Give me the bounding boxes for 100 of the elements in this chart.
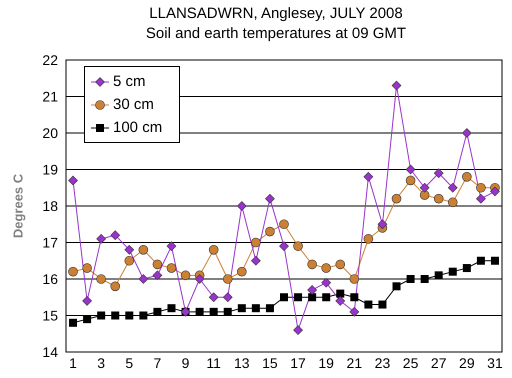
- point: [83, 315, 92, 324]
- point: [293, 241, 303, 251]
- point: [166, 241, 176, 251]
- point: [293, 325, 303, 335]
- point: [392, 194, 402, 204]
- x-tick-label: 19: [318, 354, 334, 371]
- point: [307, 260, 317, 270]
- point: [448, 182, 458, 193]
- point: [96, 234, 106, 244]
- point: [308, 293, 316, 302]
- point: [252, 304, 260, 312]
- legend-label: 5 cm: [113, 73, 146, 90]
- point: [166, 263, 176, 273]
- y-tick-label: 16: [42, 270, 58, 287]
- point: [167, 304, 176, 312]
- y-tick-label: 22: [42, 52, 58, 68]
- x-tick-label: 1: [69, 354, 78, 371]
- x-tick-label: 21: [346, 354, 362, 371]
- point: [406, 275, 415, 283]
- point: [110, 282, 120, 292]
- y-tick-label: 14: [42, 344, 58, 360]
- x-tick-label: 27: [430, 354, 447, 371]
- point: [392, 282, 401, 290]
- point: [251, 238, 261, 248]
- x-tick-label: 31: [487, 354, 503, 371]
- point: [448, 198, 458, 208]
- point: [335, 260, 346, 270]
- point: [97, 312, 106, 320]
- point: [237, 266, 247, 276]
- legend-label: 30 cm: [113, 96, 154, 113]
- point: [68, 266, 78, 276]
- point: [180, 270, 190, 280]
- point: [238, 304, 246, 312]
- point: [224, 308, 232, 316]
- point: [210, 308, 218, 316]
- point: [462, 172, 472, 182]
- point: [364, 172, 374, 182]
- point: [208, 292, 218, 302]
- point: [406, 164, 416, 174]
- point: [279, 219, 289, 230]
- point: [111, 312, 120, 320]
- point: [138, 274, 148, 284]
- point: [350, 274, 360, 284]
- x-tick-label: 15: [262, 354, 278, 371]
- point: [222, 292, 233, 302]
- point: [350, 293, 358, 302]
- point: [364, 300, 372, 309]
- point: [434, 194, 444, 204]
- point: [476, 194, 486, 204]
- y-tick-label: 18: [42, 198, 58, 214]
- y-tick-label: 17: [42, 234, 58, 250]
- point: [307, 285, 317, 295]
- point: [420, 182, 430, 193]
- point: [434, 168, 444, 178]
- point: [476, 256, 485, 265]
- point: [420, 275, 429, 283]
- point: [125, 312, 134, 320]
- point: [462, 128, 472, 138]
- point: [152, 260, 162, 270]
- point: [124, 245, 134, 255]
- y-tick-label: 19: [42, 161, 58, 178]
- point: [476, 182, 486, 193]
- point: [196, 308, 204, 316]
- point: [208, 245, 218, 255]
- y-tick-label: 15: [42, 307, 58, 324]
- point: [321, 278, 331, 288]
- point: [266, 304, 274, 312]
- point: [194, 274, 204, 284]
- point: [448, 268, 457, 276]
- point: [124, 256, 134, 266]
- point: [420, 190, 430, 200]
- point: [378, 300, 386, 309]
- legend-label: 100 cm: [113, 119, 162, 136]
- x-tick-label: 3: [97, 354, 106, 371]
- point: [265, 194, 275, 204]
- x-tick-label: 7: [154, 354, 162, 371]
- point: [406, 176, 416, 186]
- point: [152, 270, 162, 280]
- point: [462, 264, 471, 272]
- point: [82, 296, 92, 306]
- point: [139, 312, 148, 320]
- point: [434, 271, 443, 280]
- point: [279, 241, 289, 251]
- point: [265, 226, 275, 236]
- point: [82, 263, 92, 273]
- point: [153, 308, 162, 316]
- x-tick-label: 25: [402, 354, 419, 371]
- point: [364, 234, 374, 244]
- point: [350, 307, 360, 317]
- x-tick-label: 13: [234, 354, 250, 371]
- point: [138, 245, 148, 255]
- point: [110, 230, 120, 240]
- x-tick-label: 17: [290, 354, 306, 371]
- point: [490, 186, 500, 196]
- point: [280, 293, 288, 302]
- point: [294, 293, 302, 302]
- x-tick-label: 9: [182, 354, 190, 371]
- point: [222, 274, 233, 284]
- point: [378, 219, 388, 230]
- point: [335, 296, 346, 306]
